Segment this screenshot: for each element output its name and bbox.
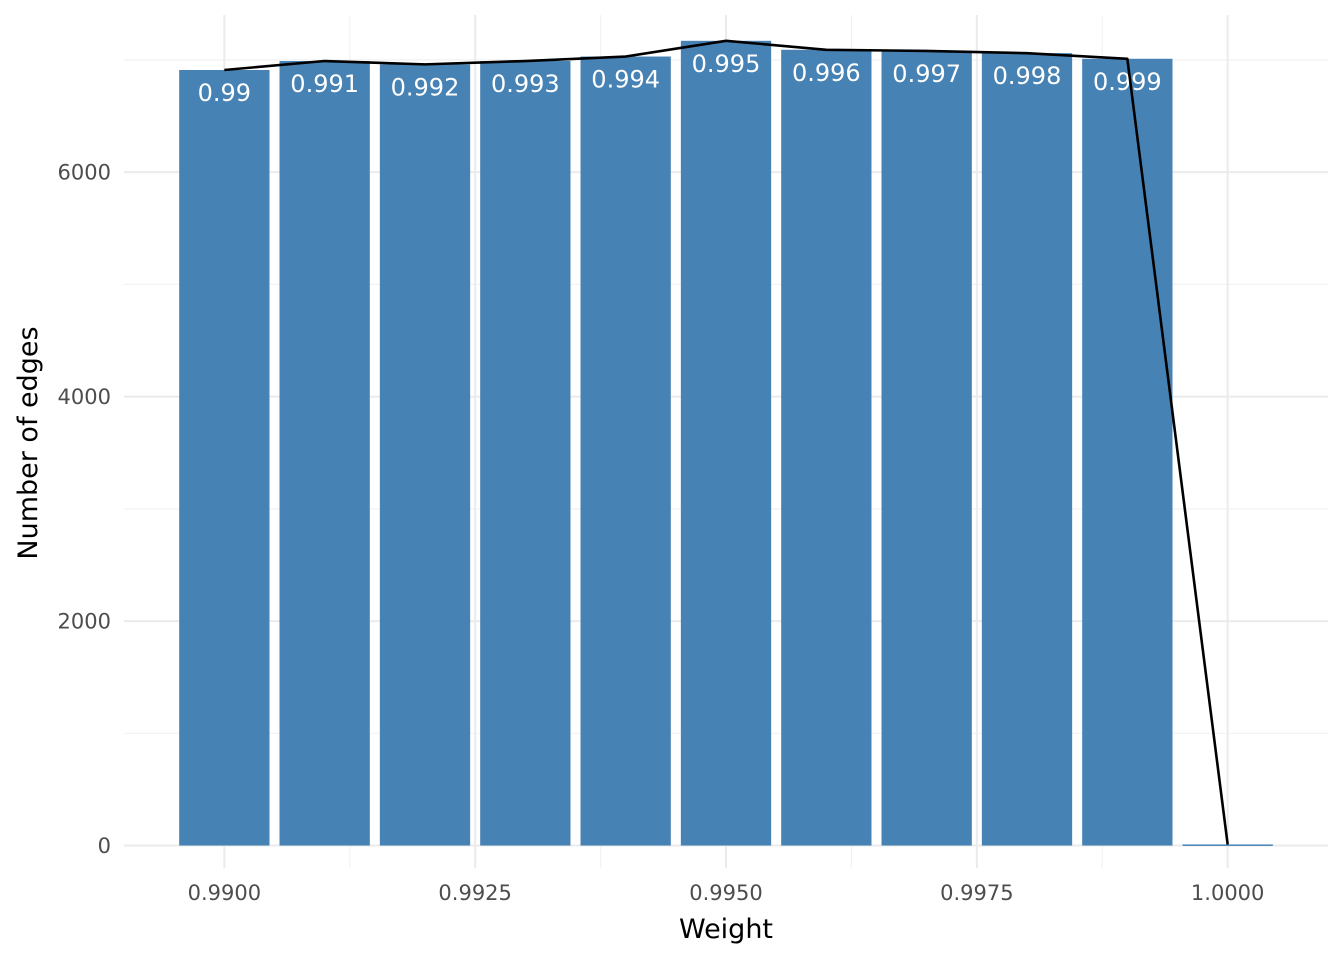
bar <box>881 50 972 846</box>
trend-line <box>224 39 1229 845</box>
y-tick-label: 2000 <box>58 610 111 634</box>
y-axis-ticks: 0 2000 4000 6000 <box>58 161 111 858</box>
y-tick-label: 6000 <box>58 161 111 185</box>
bar-label: 0.992 <box>391 73 460 101</box>
x-tick-label: 0.9950 <box>689 881 762 905</box>
x-tick-label: 0.9925 <box>438 881 511 905</box>
x-tick-label: 1.0000 <box>1191 881 1264 905</box>
bar <box>580 56 671 846</box>
bar-label: 0.998 <box>993 62 1062 90</box>
y-axis-title: Number of edges <box>13 326 44 559</box>
bar <box>379 64 471 846</box>
bar <box>981 53 1073 846</box>
x-axis-ticks: 0.9900 0.9925 0.9950 0.9975 1.0000 <box>188 881 1265 905</box>
bar-label: 0.994 <box>591 66 660 94</box>
bar-label: 0.991 <box>290 70 359 98</box>
bar-label: 0.993 <box>491 70 560 98</box>
bar <box>1082 58 1173 846</box>
bar <box>680 40 772 846</box>
y-tick-label: 0 <box>98 834 111 858</box>
trend-line-group <box>224 39 1229 845</box>
x-tick-label: 0.9975 <box>940 881 1013 905</box>
bar-label: 0.995 <box>692 50 761 78</box>
bar <box>279 61 370 846</box>
y-tick-label: 4000 <box>58 385 111 409</box>
bar <box>480 61 571 846</box>
bar-labels: 0.99 0.991 0.992 0.993 0.994 0.995 0.996 0.997 0… <box>198 50 1162 107</box>
bar-label: 0.997 <box>892 60 961 88</box>
bar <box>781 49 872 846</box>
bar <box>179 69 270 846</box>
x-axis-title: Weight <box>679 914 773 945</box>
bar-label: 0.999 <box>1093 68 1162 96</box>
bar-label: 0.996 <box>792 59 861 87</box>
bar-label: 0.99 <box>198 79 251 107</box>
x-tick-label: 0.9900 <box>188 881 261 905</box>
bar <box>1182 844 1273 846</box>
bars <box>179 40 1273 846</box>
